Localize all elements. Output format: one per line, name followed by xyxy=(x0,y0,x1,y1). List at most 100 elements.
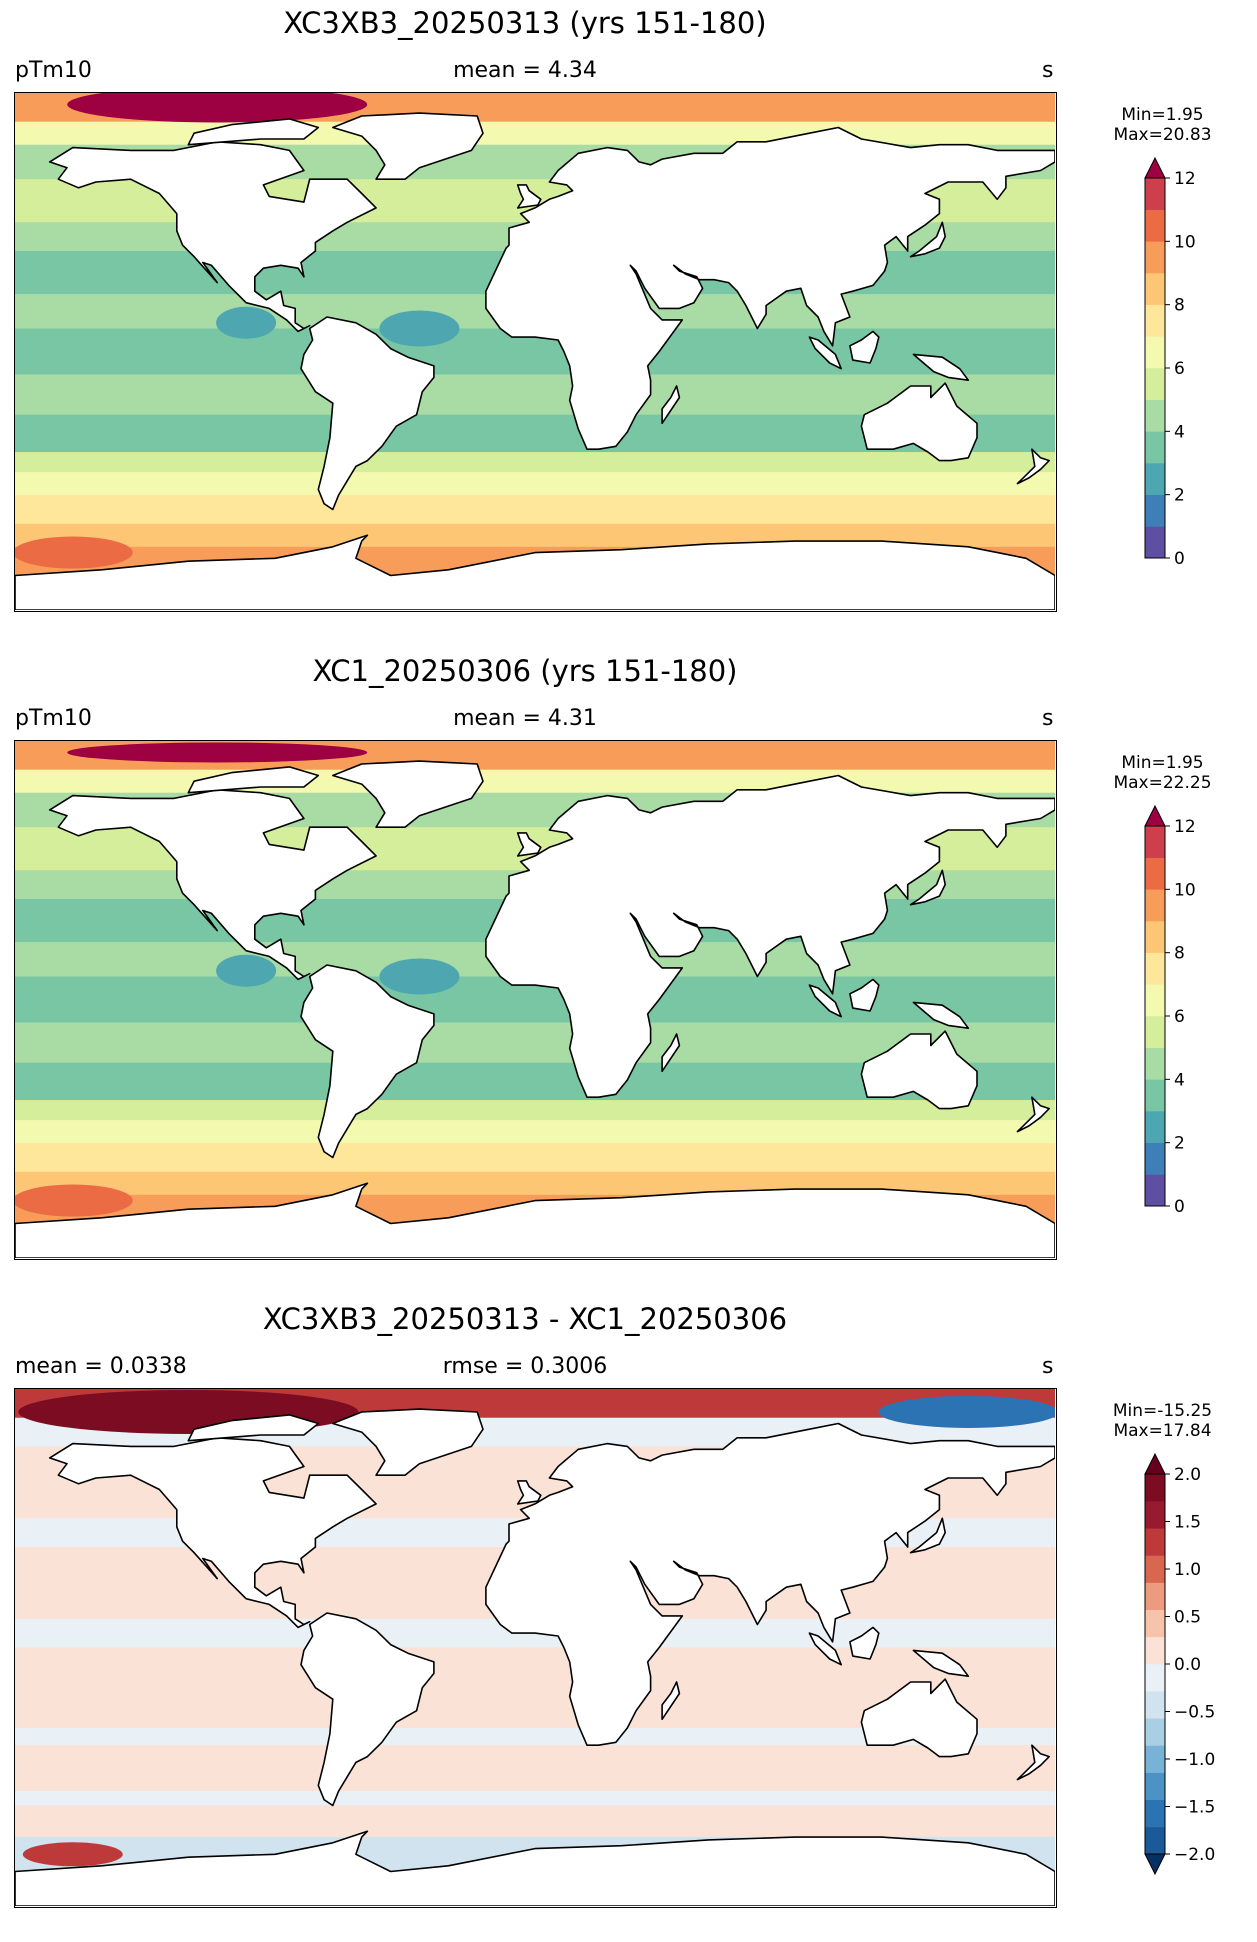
landmass-madagascar xyxy=(661,385,681,425)
colorbar-tick-label: 0 xyxy=(1174,549,1185,569)
map-plot xyxy=(14,740,1057,1260)
landmass-eurasia-africa xyxy=(485,1422,1055,1747)
landmass-uk xyxy=(516,1480,542,1505)
tropical-low-values xyxy=(379,958,460,995)
variable-label: pTm10 xyxy=(15,706,92,731)
arctic-high-values xyxy=(67,93,368,123)
min-label: Min=1.95 xyxy=(1121,753,1204,773)
colorbar-segment xyxy=(1145,826,1165,858)
landmass-eurasia-africa xyxy=(485,126,1055,451)
mean-label: mean = 4.34 xyxy=(453,58,597,83)
panel-title: XC3XB3_20250313 - XC1_20250306 xyxy=(262,1302,788,1336)
panel-title: XC3XB3_20250313 (yrs 151-180) xyxy=(283,6,767,40)
colorbar-tick-label: 8 xyxy=(1174,944,1185,964)
landmass-north-america xyxy=(48,140,377,333)
colorbar-segment xyxy=(1145,494,1165,527)
colorbar-segment xyxy=(1145,984,1165,1017)
ocean-field-band xyxy=(15,1143,1055,1173)
colorbar-segment xyxy=(1145,431,1165,464)
colorbar-tick-label: 10 xyxy=(1174,880,1196,900)
landmass-uk xyxy=(516,184,542,209)
min-max-readout: Min=-15.25 Max=17.84 xyxy=(1090,1401,1235,1441)
colorbar-tick-label: 0 xyxy=(1174,1197,1185,1217)
panel-title: XC1_20250306 (yrs 151-180) xyxy=(312,654,738,688)
colorbar-segment xyxy=(1145,1174,1165,1207)
landmass-north-america xyxy=(48,1436,377,1629)
ocean-field-band xyxy=(15,121,1055,146)
max-label: Max=20.83 xyxy=(1113,125,1212,145)
landmass-sumatra xyxy=(808,1632,843,1666)
colorbar-tick-label: −1.5 xyxy=(1174,1798,1215,1818)
colorbar-segment xyxy=(1145,857,1165,890)
map-panel-2: XC1_20250306 (yrs 151-180) pTm10 mean = … xyxy=(0,648,1257,1294)
map-plot xyxy=(14,1388,1057,1908)
ocean-field-band xyxy=(15,1745,1055,1792)
colorbar-segment xyxy=(1145,1664,1165,1692)
landmass-australia xyxy=(860,382,978,462)
colorbar-segment xyxy=(1145,1142,1165,1175)
southern-high-values xyxy=(15,1184,133,1217)
southern-high-values xyxy=(15,536,133,569)
min-label: Min=-15.25 xyxy=(1112,1401,1213,1421)
colorbar-segment xyxy=(1145,1636,1165,1665)
map-plot xyxy=(14,92,1057,612)
colorbar-extend-max xyxy=(1144,804,1166,827)
landmass-new-zealand xyxy=(1016,448,1050,485)
world-map xyxy=(15,741,1055,1258)
colorbar-segment xyxy=(1145,1474,1165,1502)
colorbar-tick-label: 12 xyxy=(1174,169,1196,189)
colorbar-extend-max xyxy=(1144,156,1166,179)
colorbar-segment xyxy=(1145,1047,1165,1080)
units-label: s xyxy=(1042,58,1054,83)
ocean-field-band xyxy=(15,472,1055,496)
colorbar-tick-label: −2.0 xyxy=(1174,1845,1215,1865)
colorbar-extend-min xyxy=(1144,1853,1166,1876)
colorbar-tick-label: 2 xyxy=(1174,486,1185,506)
min-max-readout: Min=1.95 Max=22.25 xyxy=(1090,753,1235,793)
landmass-uk xyxy=(516,832,542,857)
colorbar: −2.0 −1.5 −1.0 −0.5 0.0 0.5 1.0 1.5 2.0 xyxy=(1144,1452,1215,1876)
colorbar-tick-label: 0.5 xyxy=(1174,1608,1201,1628)
colorbar-segment xyxy=(1145,526,1165,559)
colorbar-segment xyxy=(1145,921,1165,953)
colorbar-tick-label: 8 xyxy=(1174,296,1185,316)
landmass-new-zealand xyxy=(1016,1744,1050,1781)
min-max-readout: Min=1.95 Max=20.83 xyxy=(1090,105,1235,145)
colorbar-segment xyxy=(1145,1799,1165,1828)
colorbar-segment xyxy=(1145,368,1165,400)
landmass-japan xyxy=(909,1517,947,1554)
landmass-japan xyxy=(909,221,947,258)
landmass-greenland xyxy=(331,760,484,828)
colorbar-segment xyxy=(1145,209,1165,242)
ocean-field-band xyxy=(15,769,1055,794)
tropical-low-values xyxy=(379,310,460,347)
colorbar-tick-label: 10 xyxy=(1174,232,1196,252)
landmass-eurasia-africa xyxy=(485,774,1055,1099)
rmse-label: rmse = 0.3006 xyxy=(442,1354,608,1379)
min-label: Min=1.95 xyxy=(1121,105,1204,125)
colorbar-tick-label: 6 xyxy=(1174,1007,1185,1027)
landmass-new-guinea xyxy=(912,1001,970,1030)
colorbar-segment xyxy=(1145,178,1165,210)
colorbar-tick-label: 0.0 xyxy=(1174,1655,1201,1675)
max-label: Max=17.84 xyxy=(1113,1421,1212,1441)
colorbar-segment xyxy=(1145,889,1165,922)
colorbar-segment xyxy=(1145,1772,1165,1801)
landmass-south-america xyxy=(300,1612,435,1807)
colorbar-segment xyxy=(1145,1718,1165,1746)
colorbar-tick-label: 2 xyxy=(1174,1134,1185,1154)
colorbar-tick-label: 4 xyxy=(1174,422,1185,442)
mean-label: mean = 4.31 xyxy=(453,706,597,731)
colorbar-segment xyxy=(1145,1691,1165,1719)
ocean-field-band xyxy=(15,1120,1055,1144)
colorbar-segment xyxy=(1145,304,1165,337)
landmass-madagascar xyxy=(661,1681,681,1721)
colorbar-tick-label: 6 xyxy=(1174,359,1185,379)
landmass-antarctica xyxy=(15,1830,1055,1906)
colorbar-segment xyxy=(1145,1111,1165,1143)
colorbar-segment xyxy=(1145,241,1165,274)
landmass-borneo xyxy=(849,330,880,364)
colorbar-segment xyxy=(1145,1555,1165,1583)
landmass-sumatra xyxy=(808,336,843,370)
colorbar-segment xyxy=(1145,952,1165,985)
